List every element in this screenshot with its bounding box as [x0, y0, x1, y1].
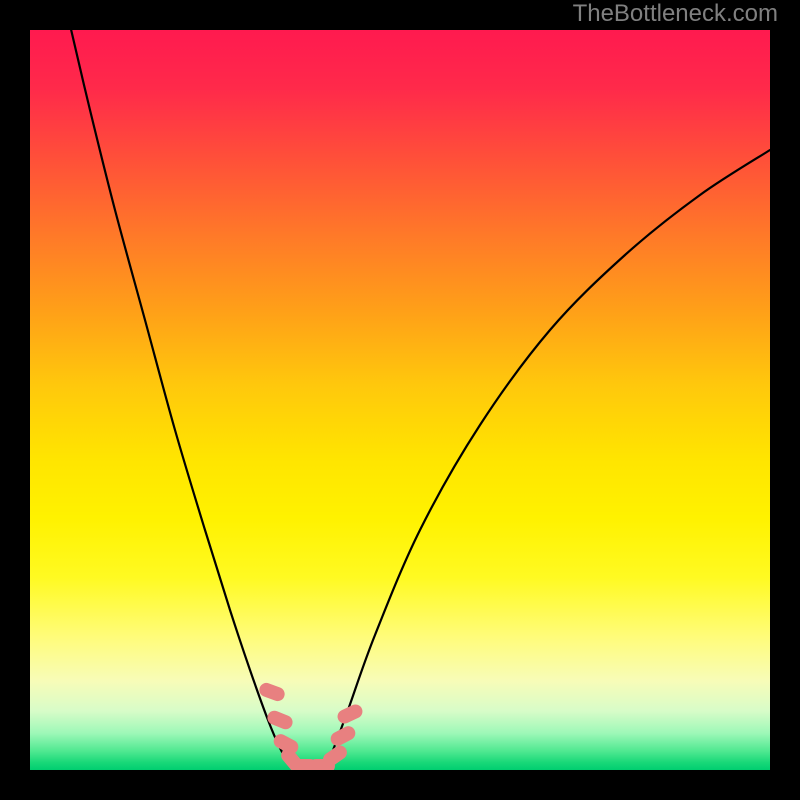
gradient-background — [30, 30, 770, 770]
plot-svg — [30, 30, 770, 770]
plot-area — [30, 30, 770, 770]
chart-container: TheBottleneck.com — [0, 0, 800, 800]
watermark-text: TheBottleneck.com — [573, 0, 778, 28]
